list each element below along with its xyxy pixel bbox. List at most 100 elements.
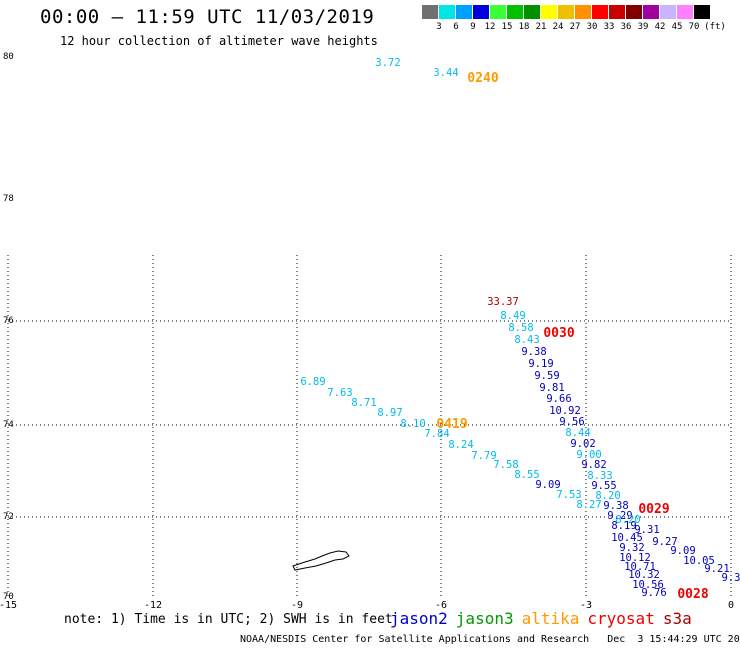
wave-height-value: 7.79 (471, 450, 497, 462)
satellite-name: jason2 (390, 609, 448, 628)
wave-height-value: 8.97 (377, 407, 403, 419)
wave-height-value: 9.09 (535, 479, 561, 491)
legend-swatch (592, 5, 609, 19)
wave-height-value: 6.89 (300, 376, 326, 388)
wave-height-value: 10.12 (619, 552, 651, 564)
lon-label: -15 (0, 600, 18, 611)
color-legend-bar (422, 5, 711, 19)
wave-height-value: 8.58 (508, 322, 534, 334)
legend-label: 21 (535, 22, 547, 32)
legend-swatch (677, 5, 694, 19)
wave-height-value: 9.81 (539, 382, 565, 394)
wave-height-value: 7.63 (327, 387, 353, 399)
wave-height-value: 3.72 (375, 57, 401, 69)
wave-height-value: 9.59 (534, 370, 560, 382)
pass-time-label: 0240 (467, 71, 499, 86)
wave-height-value: 3.44 (433, 67, 459, 79)
legend-swatch (473, 5, 490, 19)
pass-time-label: 0030 (543, 326, 575, 341)
wave-height-value: 10.45 (611, 532, 643, 544)
wave-height-value: 9.38 (521, 346, 547, 358)
wave-height-value: 33.37 (487, 296, 519, 308)
wave-height-value: 8.33 (587, 470, 613, 482)
wave-height-value: 9.21 (704, 563, 730, 575)
wave-height-value: 9.76 (641, 587, 667, 599)
wave-height-value: 10.92 (549, 405, 581, 417)
legend-label: 45 (671, 22, 683, 32)
wave-height-value: 9.00 (576, 449, 602, 461)
lat-label: 70 (3, 592, 14, 602)
legend-swatch (456, 5, 473, 19)
legend-label: 27 (569, 22, 581, 32)
wave-height-value: 8.27 (576, 499, 602, 511)
wave-height-value: 9.19 (528, 358, 554, 370)
wave-height-value: 8.44 (565, 427, 591, 439)
lon-label: -3 (579, 600, 593, 611)
lat-label: 80 (3, 52, 14, 62)
wave-height-value: 9.55 (591, 480, 617, 492)
wave-height-value: 9.29 (607, 510, 633, 522)
satellite-legend: jason2 jason3 altika cryosat s3a (390, 609, 700, 628)
wave-height-value: 9.82 (581, 459, 607, 471)
wave-height-value: 9.27 (652, 536, 678, 548)
wave-height-value: 8.55 (514, 469, 540, 481)
legend-swatch (439, 5, 456, 19)
legend-swatch (609, 5, 626, 19)
wave-height-value: 8.20 (595, 490, 621, 502)
lon-label: -6 (434, 600, 448, 611)
wave-height-value: 10.05 (683, 555, 715, 567)
lon-label: 0 (727, 600, 735, 611)
footer-credit: NOAA/NESDIS Center for Satellite Applica… (240, 634, 740, 645)
legend-swatch (422, 5, 439, 19)
legend-swatch (524, 5, 541, 19)
legend-label: 24 (552, 22, 564, 32)
legend-label: 9 (470, 22, 476, 32)
color-legend-labels: 3 6 9 12 15 18 21 24 27 30 33 36 39 42 45 70 (ft) (422, 22, 740, 34)
satellite-name: cryosat (587, 609, 655, 628)
legend-label: 42 (654, 22, 666, 32)
wave-height-value: 7.53 (556, 489, 582, 501)
wave-height-value: 9.31 (634, 524, 660, 536)
footer-note: note: 1) Time is in UTC; 2) SWH is in fe… (64, 612, 393, 627)
timestamp-text: Dec 3 15:44:29 UTC 2019 (607, 634, 740, 645)
wave-height-value: 10.56 (632, 579, 664, 591)
wave-height-value: 9.09 (670, 545, 696, 557)
page-subtitle: 12 hour collection of altimeter wave hei… (60, 34, 378, 48)
legend-label: 3 (436, 22, 442, 32)
legend-swatch (507, 5, 524, 19)
satellite-name: altika (521, 609, 580, 628)
wave-height-value: 8.24 (448, 439, 474, 451)
page-title: 00:00 — 11:59 UTC 11/03/2019 (40, 6, 375, 28)
legend-label: 33 (603, 22, 615, 32)
legend-label: 39 (637, 22, 649, 32)
legend-swatch (541, 5, 558, 19)
wave-height-value: 9.56 (559, 416, 585, 428)
lat-label: 72 (3, 512, 14, 522)
legend-swatch (660, 5, 677, 19)
lon-label: -9 (290, 600, 304, 611)
lon-label: -12 (143, 600, 163, 611)
wave-height-value: 8.43 (514, 334, 540, 346)
legend-swatch (643, 5, 660, 19)
lat-label: 76 (3, 316, 14, 326)
legend-swatch (626, 5, 643, 19)
legend-label: 18 (518, 22, 530, 32)
legend-swatch (558, 5, 575, 19)
lat-label: 74 (3, 420, 14, 430)
wave-height-value: 9.66 (546, 393, 572, 405)
wave-height-value: 8.20 (615, 514, 641, 526)
legend-label: 6 (453, 22, 459, 32)
pass-time-label: 0419 (436, 417, 468, 432)
wave-height-value: 7.58 (493, 459, 519, 471)
legend-label: 30 (586, 22, 598, 32)
pass-time-label: 0029 (638, 502, 670, 517)
legend-label: 12 (484, 22, 496, 32)
legend-label: 15 (501, 22, 513, 32)
legend-label: (ft) (704, 22, 726, 32)
wave-height-value: 9.38 (603, 500, 629, 512)
legend-label: 36 (620, 22, 632, 32)
pass-time-label: 0028 (677, 587, 709, 602)
jan-mayen-island (292, 550, 350, 571)
wave-height-value: 9.02 (570, 438, 596, 450)
